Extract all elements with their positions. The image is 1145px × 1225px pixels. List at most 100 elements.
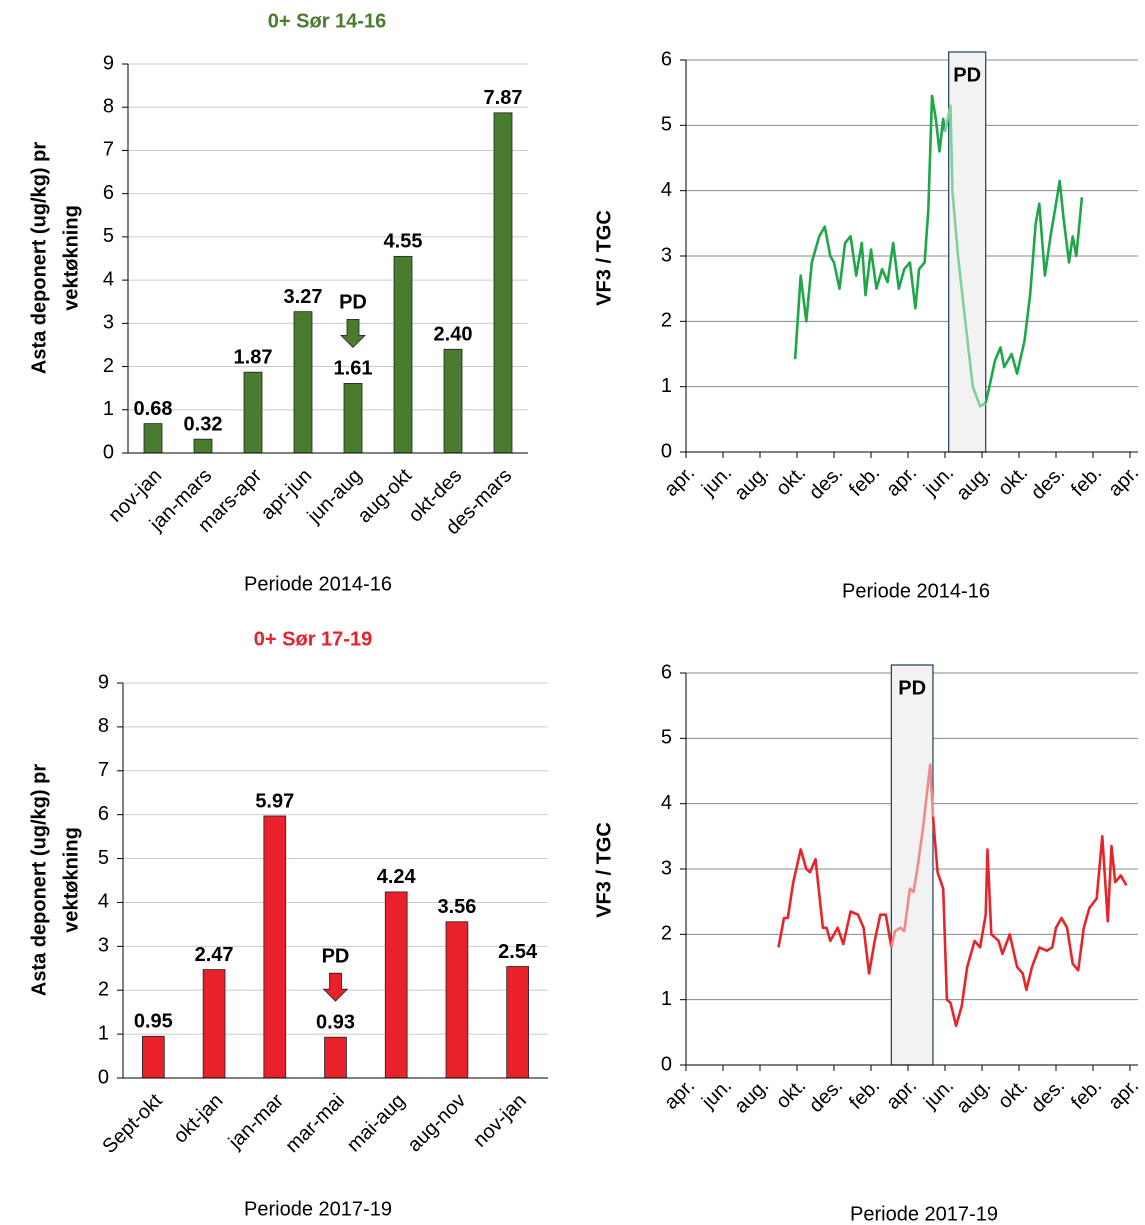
chart-title: 0+ Sør 14-16 <box>268 10 386 32</box>
x-tick-label: okt-jan <box>169 1090 227 1148</box>
y-axis-title: VF3 / TGC <box>593 822 615 918</box>
bar <box>324 1036 347 1079</box>
value-label: 4.55 <box>384 231 423 253</box>
x-tick-label: jun. <box>919 1075 958 1114</box>
x-tick-label: apr. <box>882 1075 921 1114</box>
x-tick-label: feb. <box>1067 462 1106 501</box>
x-tick-label: apr. <box>1104 1075 1143 1114</box>
x-axis-title: Periode 2017-19 <box>244 1198 392 1220</box>
value-label: 1.61 <box>334 358 373 380</box>
value-label: 3.27 <box>284 286 323 308</box>
y-tick-label: 5 <box>661 114 672 136</box>
bar <box>143 423 163 454</box>
x-tick-label: feb. <box>845 462 884 501</box>
bar <box>393 255 413 454</box>
x-tick-label: Sept-okt <box>98 1089 167 1158</box>
bar <box>142 1035 165 1079</box>
bar <box>443 348 463 454</box>
y-tick-label: 3 <box>103 312 114 334</box>
y-axis-title: Asta deponert (ug/kg) pr <box>28 142 50 374</box>
y-axis-title: Asta deponert (ug/kg) pr <box>28 764 50 996</box>
y-tick-label: 8 <box>98 715 109 737</box>
pd-region <box>890 664 934 1066</box>
x-tick-label: aug. <box>952 1075 995 1118</box>
value-label: 2.54 <box>498 941 538 963</box>
x-tick-label: jun-aug <box>303 465 366 528</box>
y-tick-label: 3 <box>661 244 672 266</box>
y-tick-label: 0 <box>661 1053 672 1075</box>
x-tick-label: aug. <box>730 462 773 505</box>
x-tick-label: des. <box>1027 1075 1069 1117</box>
y-tick-label: 8 <box>103 96 114 118</box>
y-tick-label: 5 <box>103 225 114 247</box>
x-tick-label: mar-mai <box>281 1090 348 1157</box>
y-tick-label: 3 <box>661 857 672 879</box>
y-tick-label: 0 <box>661 440 672 462</box>
value-label: 0.95 <box>134 1011 173 1033</box>
value-label: 0.68 <box>134 398 173 420</box>
y-tick-label: 4 <box>103 268 114 290</box>
x-tick-label: feb. <box>845 1075 884 1114</box>
y-tick-label: 1 <box>98 1022 109 1044</box>
y-tick-label: 5 <box>98 847 109 869</box>
y-tick-label: 0 <box>98 1066 109 1088</box>
value-label: 0.32 <box>184 413 223 435</box>
bar <box>202 969 226 1079</box>
value-label: 2.47 <box>195 944 234 966</box>
x-axis-title: Periode 2014-16 <box>842 580 990 602</box>
line <box>777 848 893 975</box>
pd-arrow <box>340 319 366 348</box>
y-tick-label: 4 <box>661 179 672 201</box>
y-tick-label: 2 <box>661 923 672 945</box>
annotation: PD <box>898 677 926 699</box>
x-axis-title: Periode 2014-16 <box>244 573 392 595</box>
bar <box>506 966 529 1079</box>
bar <box>263 815 287 1079</box>
y-tick-label: 9 <box>98 671 109 693</box>
line <box>793 94 947 360</box>
x-tick-label: okt. <box>994 462 1032 500</box>
y-axis-title: VF3 / TGC <box>593 210 615 306</box>
y-tick-label: 4 <box>98 891 109 913</box>
value-label: 4.24 <box>377 866 417 888</box>
bar <box>445 921 469 1079</box>
x-tick-label: jun. <box>697 1075 736 1114</box>
pd-arrow <box>322 972 349 1002</box>
x-tick-label: feb. <box>1067 1075 1106 1114</box>
value-label: 2.40 <box>434 324 473 346</box>
bar <box>493 112 513 454</box>
y-tick-label: 0 <box>103 441 114 463</box>
y-tick-label: 6 <box>661 661 672 683</box>
annotation: PD <box>322 945 350 967</box>
x-tick-label: des. <box>805 1075 847 1117</box>
value-label: 5.97 <box>255 790 294 812</box>
value-label: 3.56 <box>437 896 476 918</box>
line <box>890 763 935 948</box>
annotation: PD <box>339 292 367 314</box>
y-axis-title: vektøkning <box>60 205 82 311</box>
bar <box>193 438 213 454</box>
y-tick-label: 4 <box>661 792 672 814</box>
x-tick-label: okt. <box>772 462 810 500</box>
x-tick-label: nov-jan <box>469 1090 531 1152</box>
x-tick-label: aug. <box>952 462 995 505</box>
x-tick-label: des. <box>1027 462 1069 504</box>
value-label: 1.87 <box>234 346 273 368</box>
x-tick-label: apr. <box>882 462 921 501</box>
y-tick-label: 9 <box>103 52 114 74</box>
value-label: 0.93 <box>316 1011 355 1033</box>
y-tick-label: 2 <box>103 355 114 377</box>
y-tick-label: 1 <box>661 988 672 1010</box>
bar <box>343 383 363 454</box>
y-tick-label: 2 <box>661 310 672 332</box>
y-tick-label: 6 <box>103 182 114 204</box>
x-tick-label: aug-nov <box>404 1090 471 1157</box>
bar <box>384 891 408 1079</box>
x-tick-label: aug-okt <box>354 464 417 527</box>
x-tick-label: des. <box>805 462 847 504</box>
y-tick-label: 7 <box>98 759 109 781</box>
value-label: 7.87 <box>484 87 523 109</box>
line <box>943 104 987 408</box>
line <box>984 179 1084 404</box>
